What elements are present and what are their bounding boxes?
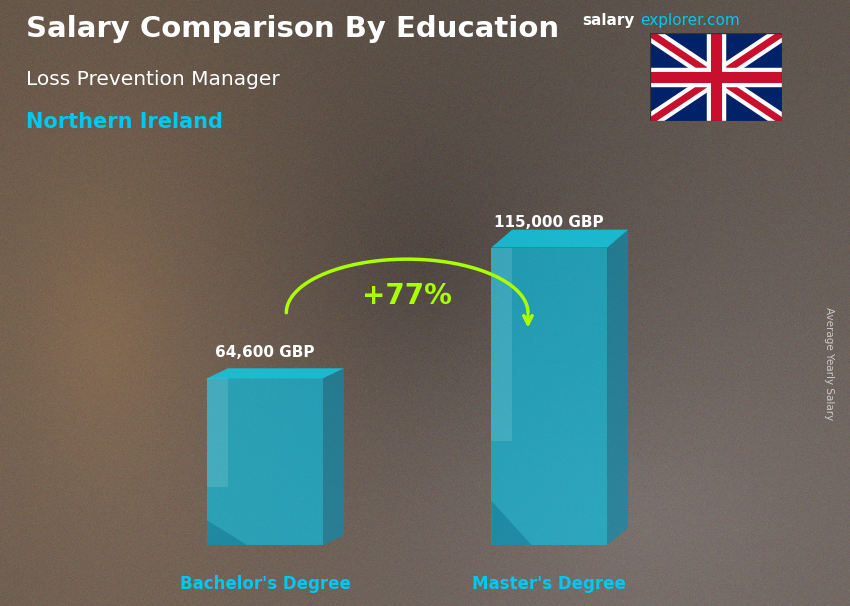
- Text: Loss Prevention Manager: Loss Prevention Manager: [26, 70, 280, 88]
- Text: Northern Ireland: Northern Ireland: [26, 112, 223, 132]
- Polygon shape: [207, 378, 323, 545]
- Text: explorer.com: explorer.com: [640, 13, 740, 28]
- Text: Salary Comparison By Education: Salary Comparison By Education: [26, 15, 558, 43]
- Polygon shape: [491, 247, 607, 545]
- Text: 115,000 GBP: 115,000 GBP: [495, 215, 604, 230]
- Text: +77%: +77%: [362, 282, 452, 310]
- Polygon shape: [650, 33, 782, 121]
- Text: Bachelor's Degree: Bachelor's Degree: [179, 575, 350, 593]
- Text: salary: salary: [582, 13, 635, 28]
- Polygon shape: [207, 521, 247, 545]
- Polygon shape: [491, 247, 513, 441]
- Polygon shape: [207, 378, 228, 487]
- Polygon shape: [207, 368, 344, 378]
- Text: Average Yearly Salary: Average Yearly Salary: [824, 307, 834, 420]
- Polygon shape: [323, 368, 344, 545]
- Polygon shape: [607, 230, 628, 545]
- Polygon shape: [491, 230, 628, 247]
- Text: Master's Degree: Master's Degree: [473, 575, 626, 593]
- Text: 64,600 GBP: 64,600 GBP: [215, 345, 314, 361]
- Polygon shape: [491, 501, 532, 545]
